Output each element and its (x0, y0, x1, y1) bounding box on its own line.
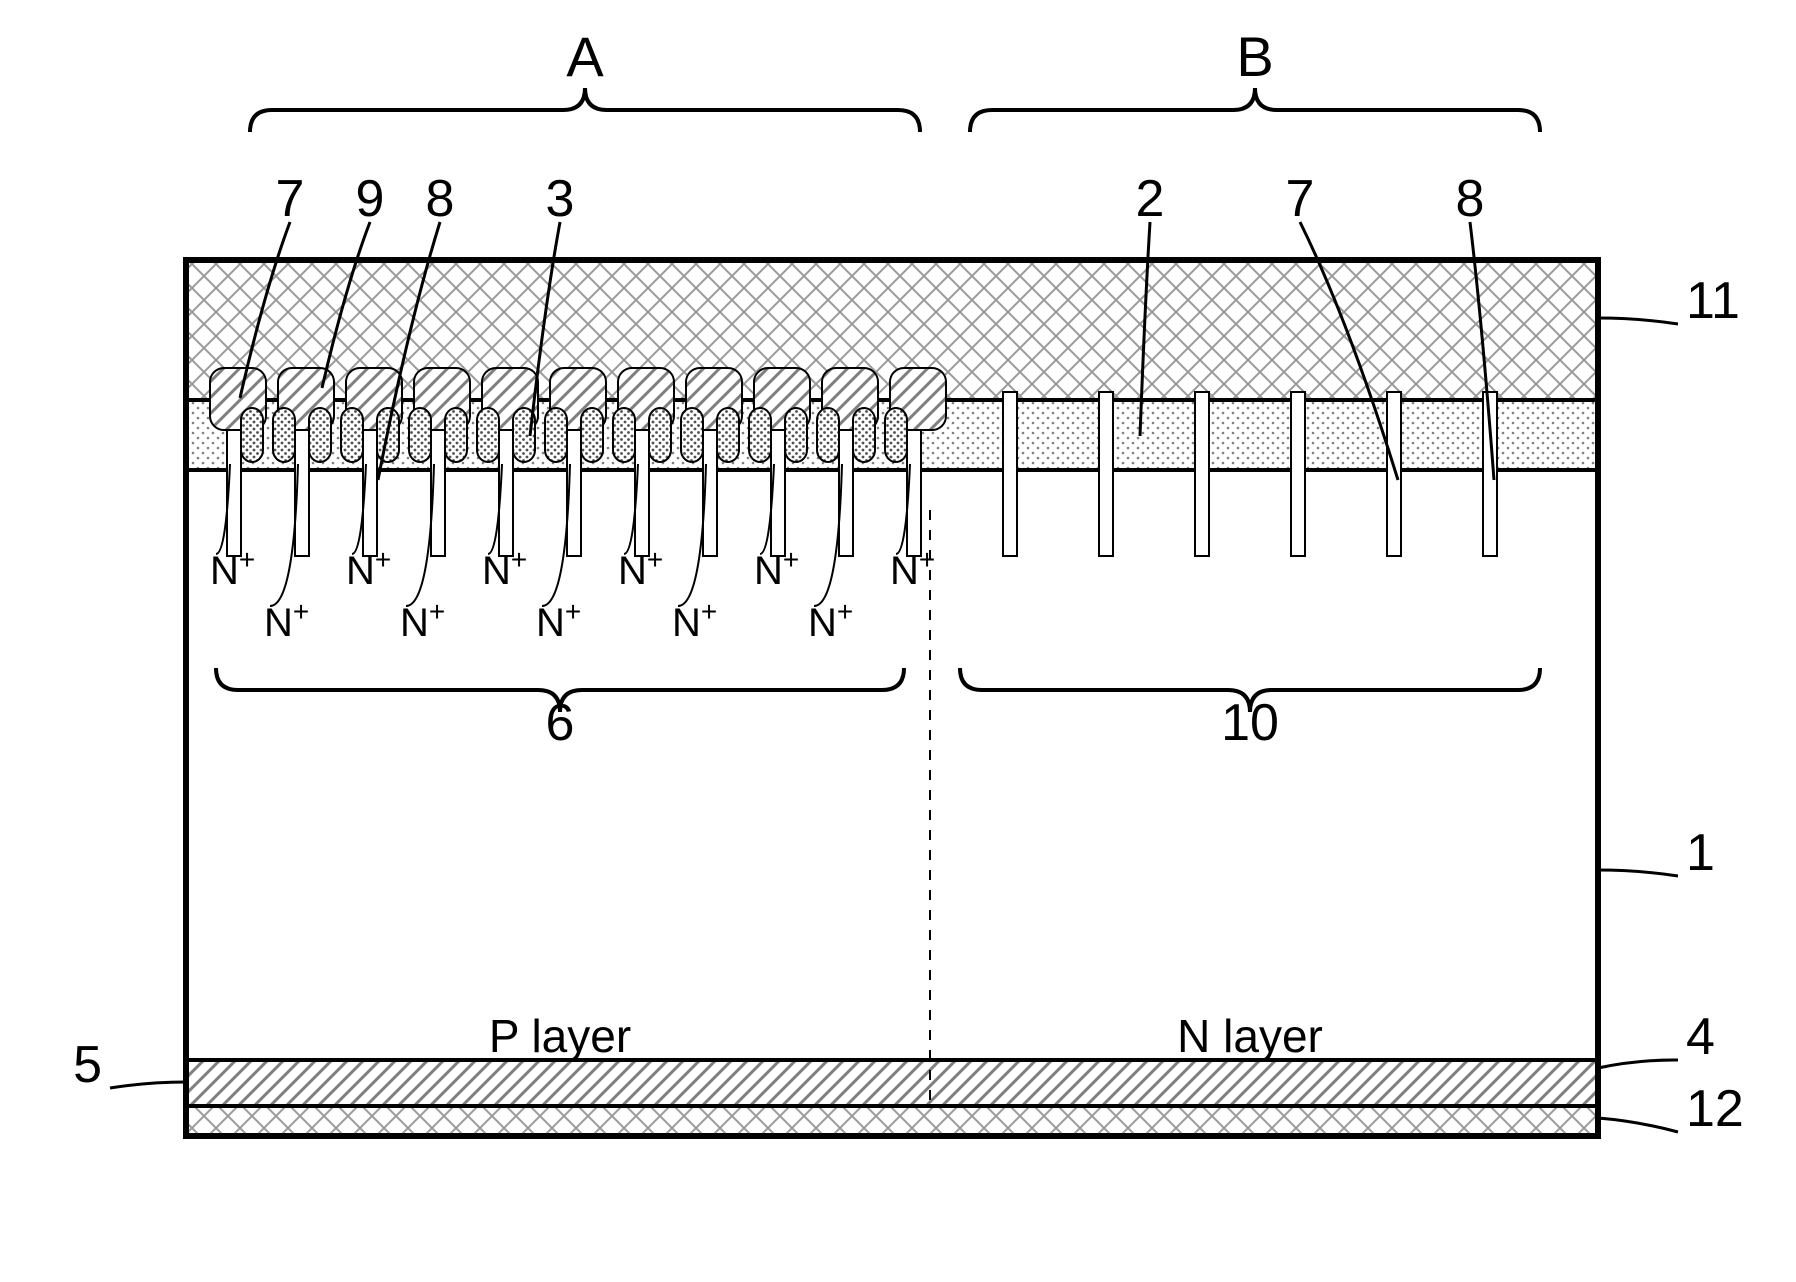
leader-ref_5 (110, 1082, 186, 1088)
ref-ref_7: 7 (276, 170, 305, 228)
nplus-region-r-5 (581, 408, 603, 462)
nplus-region-l-8 (749, 408, 771, 462)
ref-ref_4: 4 (1686, 1008, 1715, 1066)
nplus-region-l-9 (817, 408, 839, 462)
ref-6-label: 6 (546, 694, 575, 752)
nplus-region-r-8 (785, 408, 807, 462)
nplus-region-l-1 (273, 408, 295, 462)
nplus-region-l-10 (885, 408, 907, 462)
region-a-label: A (566, 25, 604, 88)
trench-b-2 (1195, 392, 1209, 556)
nplus-region-r-0 (241, 408, 263, 462)
semiconductor-cross-section-diagram: N+N+N+N+N+N+N+N+N+N+N+ AB610P layerN lay… (0, 0, 1796, 1282)
nplus-region-r-1 (309, 408, 331, 462)
ref-ref_12: 12 (1686, 1080, 1744, 1138)
nplus-region-r-3 (445, 408, 467, 462)
brace-b (970, 88, 1540, 132)
region-b-label: B (1236, 25, 1273, 88)
bottom-diag-layer (186, 1060, 1598, 1106)
nplus-region-r-7 (717, 408, 739, 462)
trench-b-4 (1387, 392, 1401, 556)
nplus-region-l-4 (477, 408, 499, 462)
nplus-region-r-9 (853, 408, 875, 462)
ref-ref_1: 1 (1686, 824, 1715, 882)
ref-ref_2: 2 (1136, 170, 1165, 228)
nplus-region-l-5 (545, 408, 567, 462)
ref-ref_3: 3 (546, 170, 575, 228)
trench-b-0 (1003, 392, 1017, 556)
nplus-region-l-6 (613, 408, 635, 462)
ref-ref_8b: 8 (1456, 170, 1485, 228)
nplus-region-r-6 (649, 408, 671, 462)
leader-ref_12 (1598, 1118, 1678, 1132)
trench-b-1 (1099, 392, 1113, 556)
leader-ref_11 (1598, 318, 1678, 324)
bottom-crosshatch-layer (186, 1106, 1598, 1136)
nplus-region-l-2 (341, 408, 363, 462)
trench-b-3 (1291, 392, 1305, 556)
ref-ref_9: 9 (356, 170, 385, 228)
ref-ref_5: 5 (73, 1036, 102, 1094)
ref-ref_8: 8 (426, 170, 455, 228)
p-layer-label: P layer (489, 1010, 631, 1062)
ref-ref_7b: 7 (1286, 170, 1315, 228)
ref-10-label: 10 (1221, 694, 1279, 752)
nplus-region-l-3 (409, 408, 431, 462)
n-layer-label: N layer (1177, 1010, 1323, 1062)
ref-ref_11: 11 (1686, 272, 1740, 330)
brace-a (250, 88, 920, 132)
nplus-region-l-7 (681, 408, 703, 462)
leader-ref_1 (1598, 870, 1678, 876)
leader-ref_4 (1598, 1060, 1678, 1068)
